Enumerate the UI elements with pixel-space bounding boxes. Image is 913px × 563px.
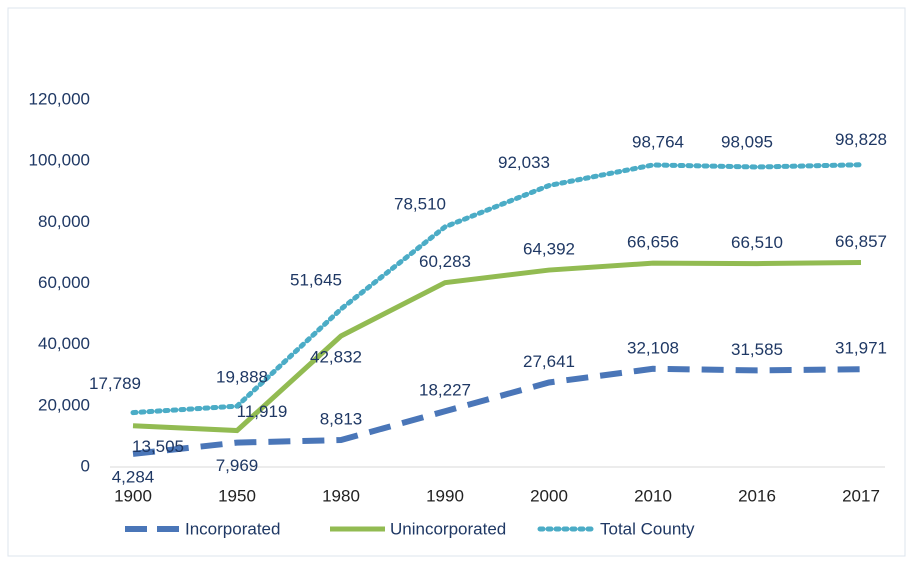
data-label: 66,656 [627, 233, 679, 252]
y-tick-label: 40,000 [38, 334, 90, 353]
legend-label: Incorporated [185, 519, 280, 538]
series-line [130, 162, 864, 416]
data-label: 17,789 [89, 374, 141, 393]
data-label: 13,505 [132, 437, 184, 456]
data-label: 66,857 [835, 232, 887, 251]
data-label: 18,227 [419, 381, 471, 400]
y-tick-label: 80,000 [38, 212, 90, 231]
data-label: 11,919 [237, 402, 288, 421]
x-tick-label: 2000 [530, 486, 568, 505]
y-tick-label: 120,000 [29, 89, 90, 108]
legend-label: Total County [600, 519, 695, 538]
data-label: 51,645 [290, 271, 342, 290]
data-label: 66,510 [731, 233, 783, 252]
x-tick-label: 1980 [322, 486, 360, 505]
data-label: 19,888 [216, 368, 268, 387]
y-tick-label: 100,000 [29, 151, 90, 170]
data-label: 4,284 [112, 467, 155, 486]
x-tick-label: 1900 [114, 486, 152, 505]
x-tick-label: 2017 [842, 486, 880, 505]
data-label: 98,095 [721, 132, 773, 151]
data-label: 92,033 [498, 153, 550, 172]
data-label: 98,764 [632, 132, 684, 151]
data-label: 31,585 [731, 340, 783, 359]
y-tick-label: 60,000 [38, 273, 90, 292]
data-label: 42,832 [310, 347, 362, 366]
data-label: 98,828 [835, 130, 887, 149]
data-label: 64,392 [523, 240, 575, 259]
data-label: 32,108 [627, 338, 679, 357]
data-label: 8,813 [320, 410, 363, 429]
y-tick-label: 0 [81, 456, 90, 475]
x-tick-label: 1950 [218, 486, 256, 505]
data-label: 31,971 [835, 339, 887, 358]
x-tick-label: 2016 [738, 486, 776, 505]
data-label: 27,641 [523, 352, 575, 371]
data-label: 7,969 [216, 456, 259, 475]
data-label: 78,510 [394, 194, 446, 213]
x-tick-label: 2010 [634, 486, 672, 505]
y-tick-label: 20,000 [38, 395, 90, 414]
data-label: 60,283 [419, 252, 471, 271]
legend-label: Unincorporated [390, 519, 506, 538]
series-line [132, 365, 862, 457]
x-tick-label: 1990 [426, 486, 464, 505]
series-line [132, 260, 862, 434]
